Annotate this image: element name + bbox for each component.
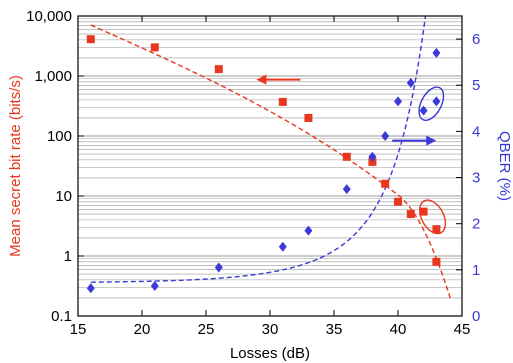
left-y-axis-title: Mean secret bit rate (bits/s): [7, 75, 24, 257]
qber-point: [368, 151, 377, 162]
qber-point: [214, 262, 223, 273]
tick-labels: 15 20 25 30 35 40 450.11101001,00010,000012345…: [26, 8, 480, 338]
qber-point: [86, 283, 95, 294]
right-y-tick-label: 6: [472, 31, 480, 48]
x-axis-title: Losses (dB): [230, 345, 310, 362]
qber-point: [419, 105, 428, 116]
rate-point: [278, 97, 287, 106]
right-y-tick-label: 0: [472, 308, 480, 325]
rate-axis-arrow-head: [256, 74, 267, 85]
right-y-tick-label: 2: [472, 216, 480, 233]
x-tick-label: 25: [198, 321, 215, 338]
annotations: [256, 74, 447, 235]
left-y-tick-label: 10: [55, 188, 72, 205]
qber-point: [381, 131, 390, 141]
rate-point: [150, 43, 159, 52]
left-y-tick-label: 100: [47, 128, 72, 145]
rate-point: [342, 152, 351, 161]
x-tick-label: 40: [390, 321, 407, 338]
right-y-axis-title: QBER (%): [496, 131, 513, 201]
x-tick-label: 45: [454, 321, 471, 338]
fit-curves: [90, 15, 452, 300]
data-markers: [86, 35, 441, 294]
right-y-tick-label: 3: [472, 170, 480, 187]
right-y-tick-label: 5: [472, 77, 480, 94]
rate-point: [419, 207, 428, 216]
x-tick-label: 20: [134, 321, 151, 338]
qber-point: [432, 47, 441, 58]
x-tick-label: 15: [70, 321, 87, 338]
qber-point: [406, 77, 415, 88]
tick-marks: [77, 15, 463, 317]
left-y-tick-label: 1,000: [34, 68, 72, 85]
rate-point: [304, 113, 313, 122]
qber-point: [342, 184, 351, 195]
qber-axis-arrow-head: [426, 135, 437, 146]
x-tick-label: 30: [262, 321, 279, 338]
left-y-tick-label: 0.1: [51, 308, 72, 325]
rate-point: [394, 197, 402, 206]
left-y-tick-label: 10,000: [26, 8, 72, 25]
right-y-tick-label: 4: [472, 123, 480, 140]
rate-point: [406, 210, 415, 219]
left-y-tick-label: 1: [64, 248, 72, 265]
rate-point: [214, 65, 223, 74]
gridlines: [78, 18, 462, 299]
right-y-tick-label: 1: [472, 262, 480, 279]
plot-frame: [77, 15, 463, 317]
rate-point: [432, 257, 441, 266]
rate-point: [86, 35, 95, 44]
qber-point: [394, 96, 402, 107]
qber-point: [304, 225, 313, 236]
qber-fit-curve: [90, 15, 427, 283]
rate-highlight-ellipse: [418, 199, 447, 235]
qber-highlight-ellipse: [418, 86, 445, 121]
x-tick-label: 35: [326, 321, 343, 338]
rate-fit-curve: [90, 24, 452, 300]
qber-point: [150, 281, 159, 291]
rate-point: [432, 225, 441, 234]
rate-point: [381, 179, 390, 188]
qber-point: [432, 96, 441, 107]
rate-point: [368, 157, 377, 166]
qber-point: [278, 241, 287, 252]
